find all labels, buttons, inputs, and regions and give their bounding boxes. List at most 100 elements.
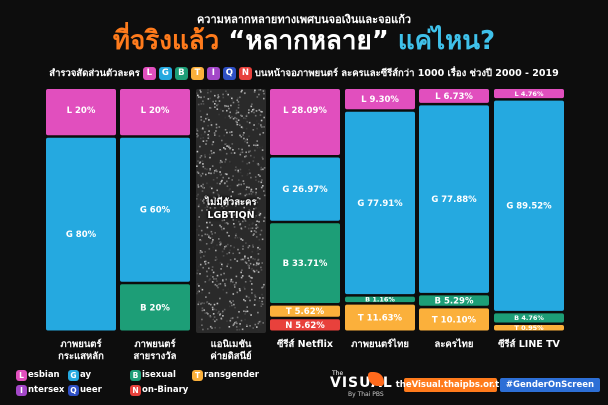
noise-dot [225,158,227,161]
noise-dot [214,283,217,286]
noise-dot [206,168,208,170]
noise-dot [235,166,237,168]
bar-segment-t [419,308,489,331]
noise-dot [263,126,265,128]
noise-dot [198,96,200,98]
category-label-line: ภาพยนตร์ไทย [351,339,409,350]
noise-dot [230,245,232,247]
noise-dot [248,109,250,111]
noise-dot [200,320,202,323]
noise-dot [196,269,199,272]
noise-dot [226,231,229,234]
category-label-line: กระแสหลัก [58,351,104,362]
noise-dot [259,233,262,236]
noise-dot [257,253,260,255]
noise-dot [262,132,265,134]
noise-dot [212,141,215,143]
noise-dot [219,283,222,285]
chip-l: L [142,66,156,80]
noise-dot [252,234,255,236]
noise-dot [216,177,218,179]
noise-dot [256,146,259,149]
noise-dot [196,171,199,173]
noise-dot [226,265,228,268]
noise-dot [207,124,209,127]
noise-dot [246,174,248,176]
noise-dot [256,140,258,142]
noise-dot [233,284,236,286]
noise-dot [262,193,264,195]
noise-dot [231,97,233,100]
noise-dot [218,238,220,240]
website-url[interactable]: theVisual.thaipbs.or.th [395,378,506,392]
noise-dot [221,205,223,207]
noise-dot [247,227,250,230]
noise-dot [241,160,244,163]
noise-dot [207,89,209,91]
noise-dot [216,189,218,192]
noise-dot [251,283,253,285]
noise-dot [238,179,240,181]
noise-dot [207,98,210,100]
noise-dot [230,280,232,283]
noise-dot [252,244,254,246]
noise-dot [242,245,244,248]
noise-dot [236,123,239,126]
chip-g: G [158,66,172,80]
chip-i: I [206,66,220,80]
noise-dot [207,91,209,94]
noise-dot [243,286,246,289]
category-label: ภาพยนตร์ กระแสหลัก [43,339,119,363]
noise-dot [197,205,200,208]
noise-dot [228,212,231,214]
bar-segment-g [345,111,415,295]
noise-dot [200,119,203,121]
main-title-part1: ที่จริงแล้ว [112,26,220,56]
noise-dot [198,326,200,328]
noise-dot [239,134,241,137]
noise-dot [233,303,235,306]
noise-dot [250,110,253,113]
noise-dot [249,192,252,195]
noise-dot [226,253,228,255]
noise-dot [220,180,223,183]
noise-dot [246,120,249,123]
noise-dot [237,111,240,114]
noise-dot [249,325,251,327]
noise-dot [229,200,231,202]
noise-dot [209,186,212,188]
noise-dot [205,296,207,298]
noise-dot [238,328,241,331]
noise-dot [229,305,231,308]
category-label: แอนิเมชัน ค่ายดิสนีย์ [193,339,269,363]
noise-dot [231,146,233,149]
noise-dot [244,313,246,315]
noise-dot [248,259,250,262]
noise-dot [249,262,252,265]
noise-dot [244,194,247,197]
noise-dot [238,113,240,115]
noise-dot [235,286,238,288]
noise-dot [213,151,215,154]
bar-segment-b [494,313,564,323]
noise-dot [239,303,242,305]
noise-dot [226,158,229,161]
noise-dot [258,93,260,96]
noise-dot [256,225,258,227]
noise-dot [248,296,250,299]
bar-segment-g [270,157,340,221]
noise-dot [216,258,218,260]
noise-dot [199,174,202,176]
noise-dot [259,146,261,149]
noise-dot [219,171,221,173]
noise-dot [229,259,232,261]
noise-dot [244,318,246,321]
noise-dot [220,108,222,111]
data-label: L 6.73% [435,92,473,102]
noise-dot [261,146,264,148]
noise-dot [248,224,251,226]
noise-dot [252,191,254,193]
noise-dot [232,117,235,120]
noise-dot [244,281,247,283]
noise-dot [231,191,234,193]
